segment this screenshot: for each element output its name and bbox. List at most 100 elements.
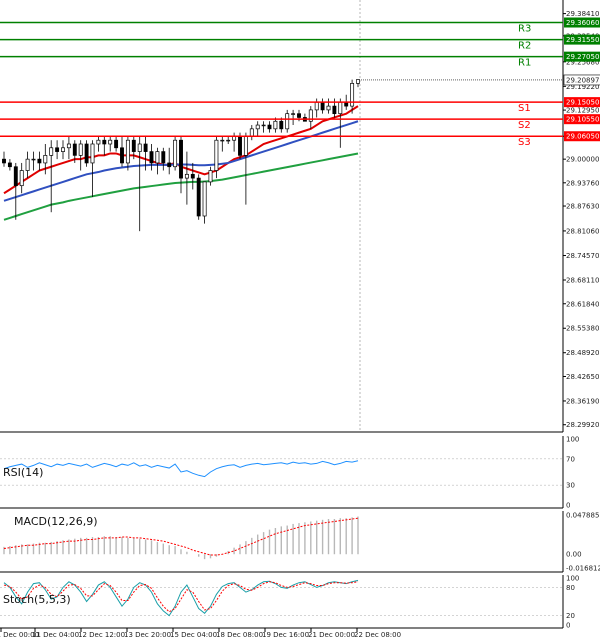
bearish-candle — [7, 162, 12, 168]
level-name-s1: S1 — [518, 103, 531, 114]
bullish-candle — [49, 147, 54, 156]
bearish-candle — [238, 136, 242, 156]
level-price-tag-bg — [564, 131, 600, 142]
bullish-candle — [202, 181, 207, 217]
price-tick-label: 29.00000 — [566, 156, 599, 164]
bullish-candle — [220, 139, 225, 142]
level-name-r1: R1 — [518, 58, 531, 69]
bearish-candle — [167, 162, 172, 168]
bearish-candle — [13, 166, 18, 187]
bullish-candle — [125, 139, 130, 164]
level-price-tag: 29.36060 — [566, 19, 599, 27]
price-tick-label: 28.55380 — [566, 325, 599, 333]
stoch-tick-label: 20 — [566, 612, 575, 620]
bullish-candle — [90, 143, 95, 164]
level-price-tag-bg — [564, 97, 600, 108]
price-tick-label: 28.61840 — [566, 300, 599, 308]
level-price-tag: 29.31550 — [566, 36, 599, 44]
bearish-candle — [161, 151, 166, 164]
macd-panel: 0.047885 0.00 -0.016812 MACD(12,26,9) — [0, 511, 600, 573]
bullish-candle — [338, 101, 343, 115]
rsi-tick-label: 30 — [566, 482, 575, 490]
price-panel: 29.3841029.3254029.2568029.1922029.12950… — [0, 0, 600, 433]
level-name-s3: S3 — [518, 137, 531, 148]
price-tick-label: 28.93760 — [566, 179, 599, 187]
bearish-candle — [267, 124, 272, 130]
bullish-candle — [61, 147, 65, 152]
price-tick-label: 29.12950 — [566, 107, 599, 115]
bearish-candle — [143, 143, 148, 152]
level-name-s2: S2 — [518, 120, 531, 131]
bullish-candle — [308, 109, 313, 122]
bearish-candle — [55, 147, 60, 152]
stoch-tick-label: 100 — [566, 575, 579, 583]
stoch-label: Stoch(5,5,3) — [3, 593, 71, 606]
bullish-candle — [96, 139, 101, 145]
price-tick-label: 28.29920 — [566, 421, 599, 429]
bullish-candle — [108, 139, 113, 145]
bullish-candle — [25, 158, 30, 171]
price-tick-label: 29.25680 — [566, 58, 599, 66]
macd-tick-label: 0.00 — [566, 551, 582, 559]
bullish-candle — [249, 128, 254, 137]
bullish-candle — [226, 139, 231, 142]
level-price-tag-bg — [564, 114, 600, 125]
price-tick-label: 29.19220 — [566, 83, 599, 91]
x-tick-label: 15 Dec 04:00 — [170, 631, 217, 639]
bullish-candle — [155, 151, 160, 164]
price-tick-label: 28.42650 — [566, 373, 599, 381]
bullish-candle — [350, 83, 355, 107]
price-tick-label: 29.38410 — [566, 10, 599, 18]
rsi-line — [3, 460, 359, 478]
bullish-candle — [173, 139, 178, 168]
level-price-tag: 29.27050 — [566, 53, 599, 61]
level-price-tag: 29.10550 — [566, 116, 599, 124]
x-tick-label: 18 Dec 08:00 — [216, 631, 263, 639]
rsi-tick-label: 70 — [566, 455, 575, 463]
bullish-candle — [291, 113, 296, 115]
bullish-candle — [314, 101, 319, 111]
level-name-r3: R3 — [518, 24, 531, 35]
x-tick-label: 12 Dec 12:00 — [78, 631, 125, 639]
stoch-tick-label: 0 — [566, 622, 570, 630]
level-price-tag-bg — [564, 34, 600, 45]
price-tick-label: 28.74570 — [566, 252, 599, 260]
bullish-candle — [43, 155, 48, 164]
bullish-candle — [255, 124, 260, 130]
bullish-candle — [356, 79, 360, 84]
rsi-tick-label: 100 — [566, 436, 579, 444]
x-tick-label: 13 Dec 20:00 — [124, 631, 171, 639]
price-tick-label: 28.87630 — [566, 203, 599, 211]
bullish-candle — [232, 136, 237, 141]
stoch-main-line — [3, 579, 359, 617]
rsi-tick-label: 0 — [566, 502, 570, 510]
bullish-candle — [19, 170, 24, 187]
bullish-candle — [66, 143, 71, 149]
bullish-candle — [273, 120, 278, 130]
bearish-candle — [179, 139, 183, 179]
bullish-candle — [208, 170, 213, 183]
macd-label: MACD(12,26,9) — [14, 515, 98, 528]
macd-signal-line — [3, 517, 359, 556]
bullish-candle — [285, 113, 290, 130]
bearish-candle — [84, 143, 89, 164]
price-tick-label: 28.48920 — [566, 349, 599, 357]
bearish-candle — [114, 139, 119, 149]
stoch-tick-label: 80 — [566, 584, 575, 592]
x-tick-label: 19 Dec 16:00 — [262, 631, 309, 639]
x-tick-label: 22 Dec 08:00 — [354, 631, 401, 639]
price-tick-label: 28.68110 — [566, 277, 599, 285]
bearish-candle — [344, 101, 349, 107]
x-tick-label: 21 Dec 00:00 — [308, 631, 355, 639]
bearish-candle — [196, 177, 201, 217]
bullish-candle — [31, 158, 36, 161]
bearish-candle — [72, 143, 77, 156]
bearish-candle — [102, 139, 107, 145]
bullish-candle — [78, 143, 83, 156]
current-price-tag: 29.20897 — [566, 76, 599, 84]
bearish-candle — [120, 147, 124, 164]
